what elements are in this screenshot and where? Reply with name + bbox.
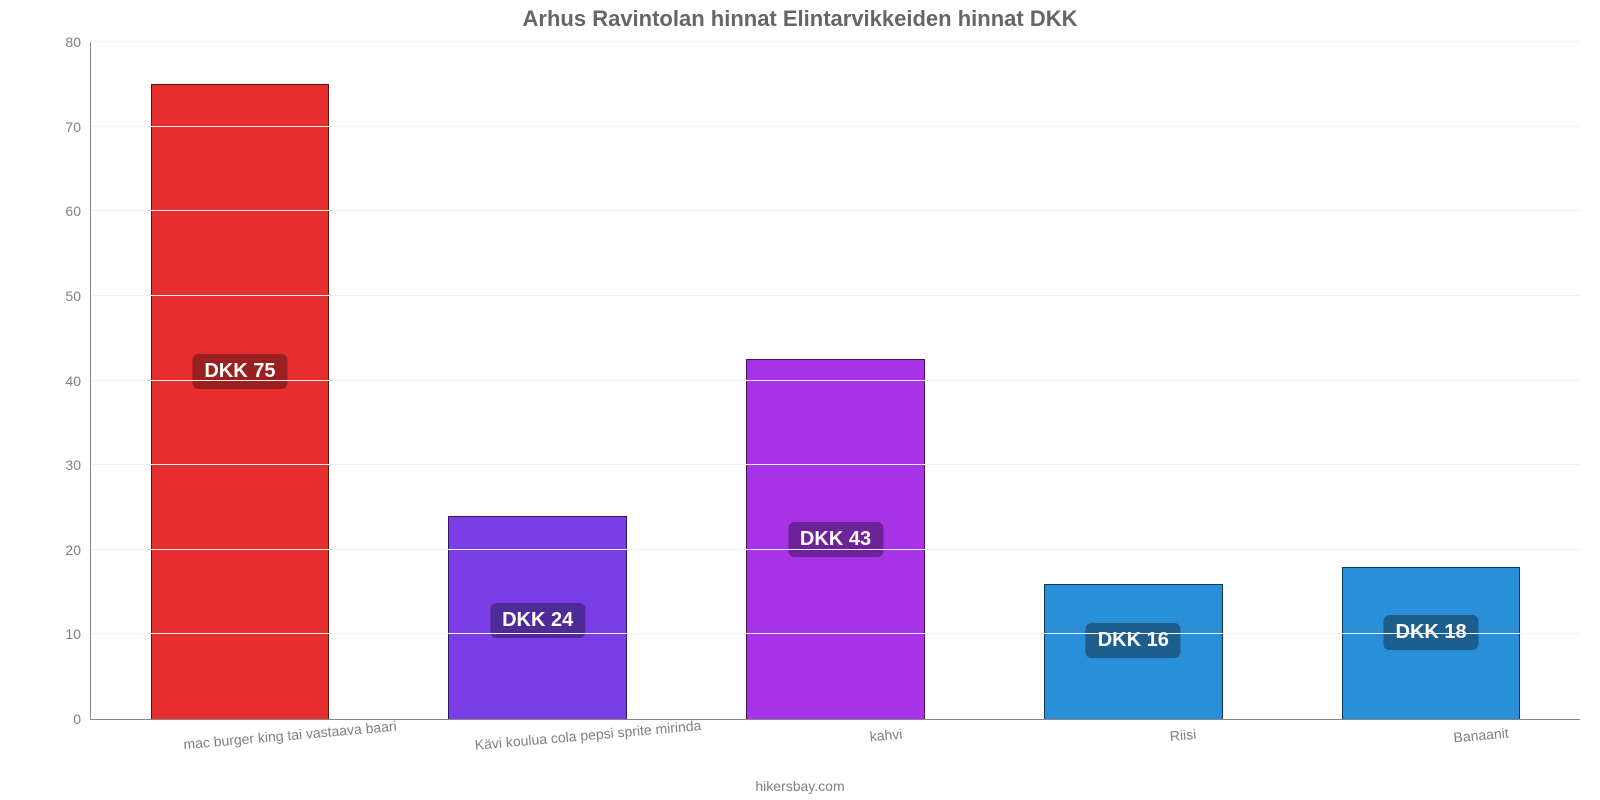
grid-line: [91, 464, 1580, 465]
price-bar-chart: Arhus Ravintolan hinnat Elintarvikkeiden…: [0, 0, 1600, 800]
y-tick-label: 40: [65, 373, 91, 389]
grid-line: [91, 126, 1580, 127]
x-tick-label: Kävi koulua cola pepsi sprite mirinda: [474, 717, 702, 753]
value-badge: DKK 43: [788, 522, 883, 557]
y-tick-label: 0: [73, 711, 91, 727]
chart-footer: hikersbay.com: [0, 778, 1600, 794]
grid-line: [91, 633, 1580, 634]
x-tick-label: Banaanit: [1453, 725, 1509, 746]
y-tick-label: 60: [65, 203, 91, 219]
x-tick-label: mac burger king tai vastaava baari: [183, 718, 398, 753]
grid-line: [91, 380, 1580, 381]
value-badge: DKK 75: [192, 354, 287, 389]
y-tick-label: 80: [65, 34, 91, 50]
grid-line: [91, 549, 1580, 550]
y-tick-label: 10: [65, 626, 91, 642]
bars-layer: DKK 75DKK 24DKK 43DKK 16DKK 18: [91, 42, 1580, 719]
y-tick-label: 70: [65, 119, 91, 135]
plot-area: DKK 75DKK 24DKK 43DKK 16DKK 18 010203040…: [90, 42, 1580, 720]
grid-line: [91, 41, 1580, 42]
bar: [151, 84, 330, 719]
value-badge: DKK 16: [1086, 623, 1181, 658]
x-tick-label: Riisi: [1169, 726, 1197, 744]
y-tick-label: 30: [65, 457, 91, 473]
grid-line: [91, 210, 1580, 211]
x-tick-label: kahvi: [869, 726, 903, 745]
grid-line: [91, 295, 1580, 296]
y-tick-label: 20: [65, 542, 91, 558]
y-tick-label: 50: [65, 288, 91, 304]
chart-title: Arhus Ravintolan hinnat Elintarvikkeiden…: [0, 6, 1600, 32]
